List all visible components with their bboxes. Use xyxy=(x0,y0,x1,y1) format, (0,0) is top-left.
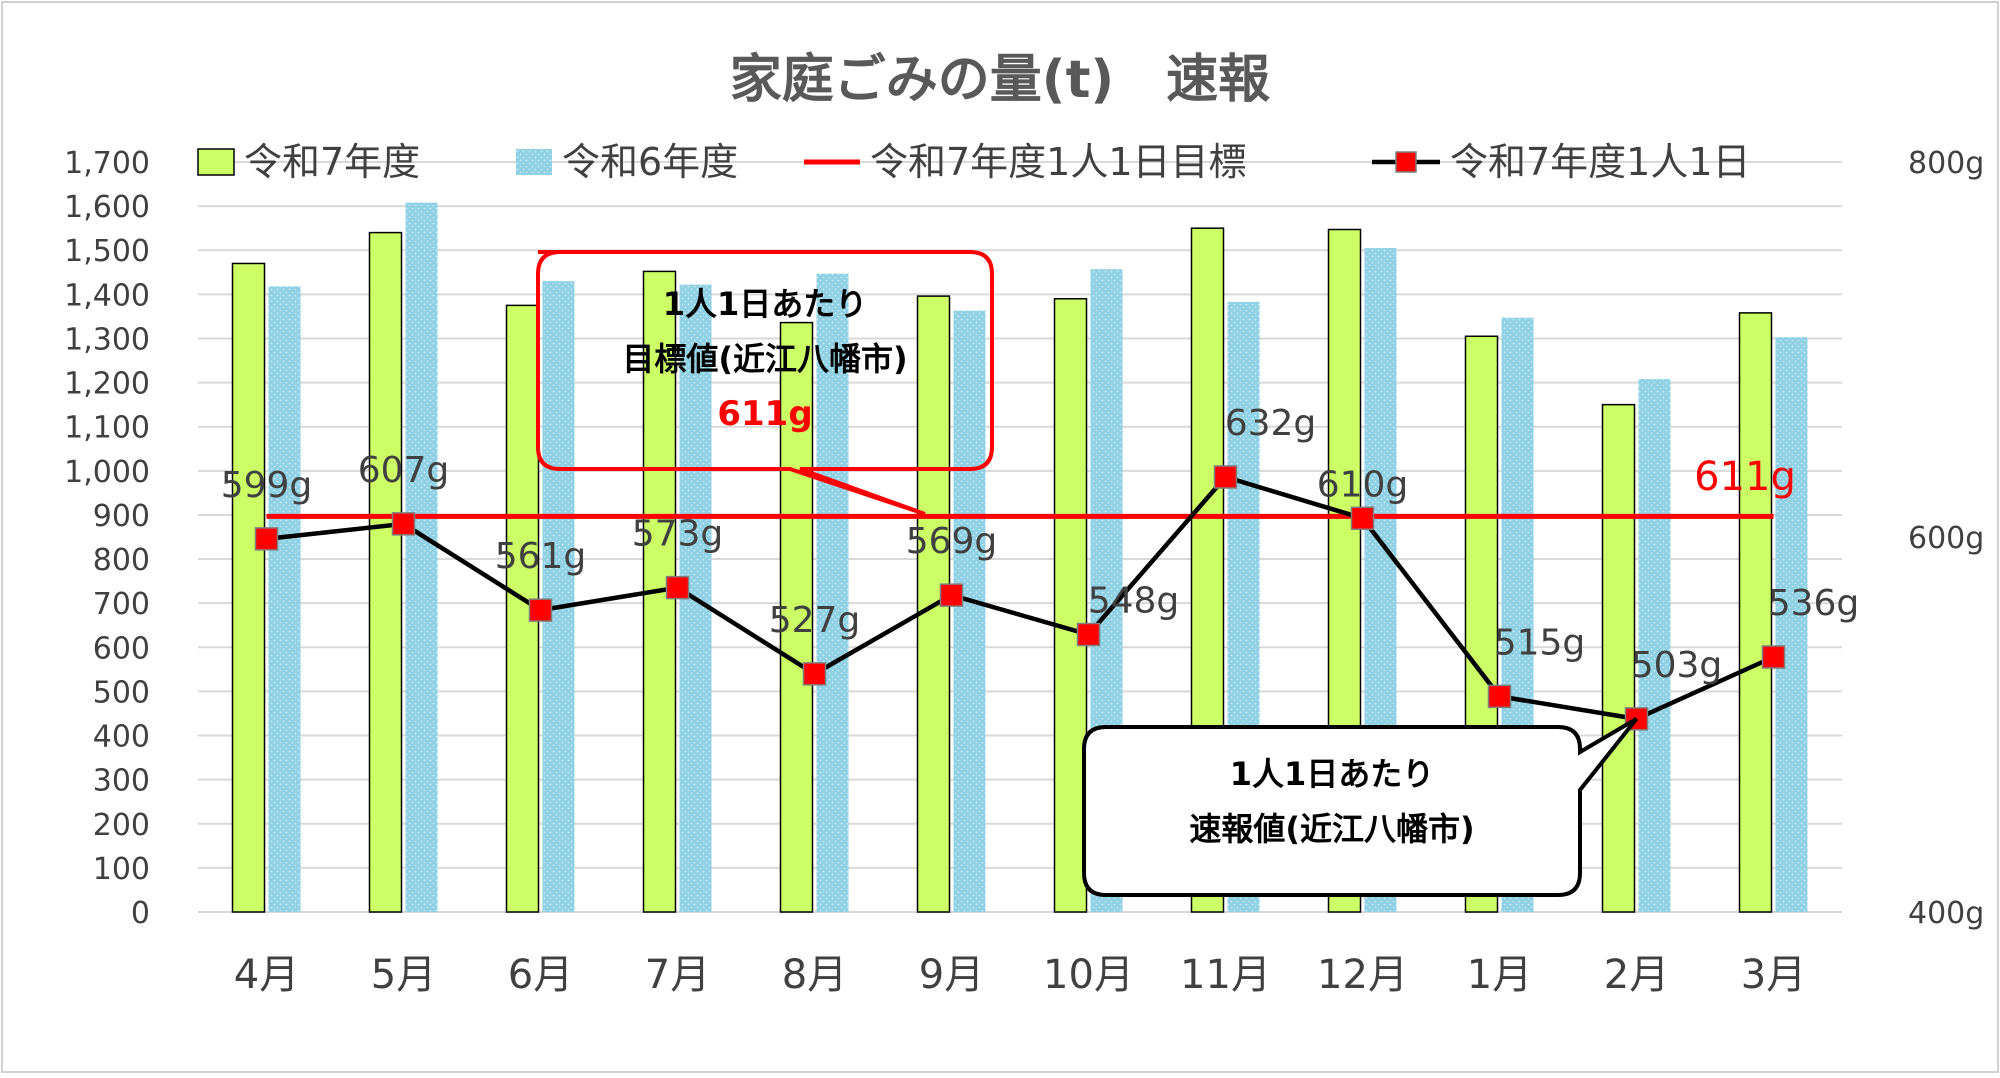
callout-actual-box xyxy=(1082,717,1639,897)
y-left-tick-label: 1,600 xyxy=(64,190,150,225)
y-left-tick-label: 200 xyxy=(93,808,150,843)
legend-label-r6: 令和6年度 xyxy=(562,140,738,184)
daily-marker xyxy=(528,598,553,622)
bar-r7 xyxy=(1601,403,1636,913)
legend-swatch-r7 xyxy=(197,148,235,176)
y-left-tick-label: 1,200 xyxy=(64,367,150,402)
bar-r7 xyxy=(1053,298,1088,913)
x-tick-label: 4月 xyxy=(234,952,299,998)
callout-actual-line2: 速報値(近江八幡市) xyxy=(1189,810,1474,848)
daily-marker xyxy=(1350,506,1375,530)
legend-label-r7: 令和7年度 xyxy=(244,140,420,184)
x-tick-label: 2月 xyxy=(1604,952,1669,998)
legend-label-target: 令和7年度1人1日目標 xyxy=(870,140,1247,184)
callout-actual-line1: 1人1日あたり xyxy=(1230,755,1435,793)
bar-r6 xyxy=(816,273,849,912)
daily-data-label: 632g xyxy=(1225,403,1317,444)
daily-marker xyxy=(802,662,827,686)
daily-marker xyxy=(1487,684,1512,709)
x-tick-label: 7月 xyxy=(645,952,710,998)
x-tick-label: 1月 xyxy=(1467,952,1532,998)
daily-data-label: 607g xyxy=(358,450,450,491)
y-left-tick-label: 700 xyxy=(93,587,150,622)
legend-swatch-daily-marker xyxy=(1395,151,1417,173)
chart-title: 家庭ごみの量(t) 速報 xyxy=(730,50,1270,110)
daily-marker xyxy=(939,583,964,607)
y-left-tick-label: 0 xyxy=(131,896,150,931)
daily-data-label: 503g xyxy=(1631,645,1723,686)
daily-line xyxy=(266,474,1775,722)
y-left-tick-label: 1,400 xyxy=(64,278,150,313)
y-left-tick-label: 1,700 xyxy=(64,146,150,181)
daily-data-label: 536g xyxy=(1768,583,1860,624)
bar-r6 xyxy=(1638,379,1671,912)
daily-marker xyxy=(254,527,279,551)
daily-data-label: 515g xyxy=(1494,622,1586,663)
daily-marker xyxy=(1213,465,1238,489)
legend-label-daily: 令和7年度1人1日 xyxy=(1450,140,1751,184)
callout-target-line1: 1人1日あたり xyxy=(663,285,868,323)
bar-r6 xyxy=(542,281,575,912)
y-left-tick-label: 400 xyxy=(93,720,150,755)
daily-data-label: 610g xyxy=(1317,464,1409,505)
callout-target-box xyxy=(536,250,994,516)
x-tick-label: 6月 xyxy=(508,952,573,998)
daily-data-label: 527g xyxy=(769,600,861,641)
bar-r7 xyxy=(231,262,266,913)
y-left-tick-label: 600 xyxy=(93,631,150,666)
y-right-tick-label: 800g xyxy=(1908,146,1984,181)
bar-r6 xyxy=(953,310,986,912)
bar-r7 xyxy=(368,231,403,913)
daily-data-label: 573g xyxy=(632,514,724,555)
daily-marker xyxy=(665,575,690,600)
x-tick-label: 12月 xyxy=(1317,952,1408,998)
daily-marker xyxy=(1076,622,1101,647)
daily-data-label: 569g xyxy=(906,521,998,562)
daily-data-label: 548g xyxy=(1088,581,1180,622)
x-tick-label: 5月 xyxy=(371,952,436,998)
y-left-tick-label: 500 xyxy=(93,675,150,710)
y-left-tick-label: 1,100 xyxy=(64,411,150,446)
y-left-tick-label: 100 xyxy=(93,852,150,887)
y-left-tick-label: 900 xyxy=(93,499,150,534)
daily-data-label: 599g xyxy=(221,465,313,506)
bar-r6 xyxy=(405,202,438,912)
y-left-tick-label: 1,000 xyxy=(64,455,150,490)
daily-marker xyxy=(1761,645,1786,669)
y-left-tick-label: 300 xyxy=(93,764,150,799)
x-tick-label: 10月 xyxy=(1043,952,1134,998)
y-left-tick-label: 1,500 xyxy=(64,234,150,269)
legend-swatch-r6 xyxy=(516,149,552,175)
daily-marker xyxy=(391,512,416,536)
y-left-tick-label: 1,300 xyxy=(64,322,150,357)
x-tick-label: 8月 xyxy=(782,952,847,998)
daily-data-label: 561g xyxy=(495,536,587,577)
x-tick-label: 9月 xyxy=(919,952,984,998)
callout-target-line2: 目標値(近江八幡市) xyxy=(622,340,907,378)
y-left-tick-label: 800 xyxy=(93,543,150,578)
bar-r7 xyxy=(1738,312,1773,913)
callout-target-value: 611g xyxy=(717,394,812,434)
bar-r7 xyxy=(779,321,814,913)
x-tick-label: 3月 xyxy=(1741,952,1806,998)
bar-r6 xyxy=(268,286,301,913)
x-tick-label: 11月 xyxy=(1180,952,1271,998)
y-right-tick-label: 600g xyxy=(1908,521,1984,556)
target-end-label: 611g xyxy=(1694,454,1796,500)
bar-r6 xyxy=(1775,337,1808,912)
y-right-tick-label: 400g xyxy=(1908,896,1984,931)
